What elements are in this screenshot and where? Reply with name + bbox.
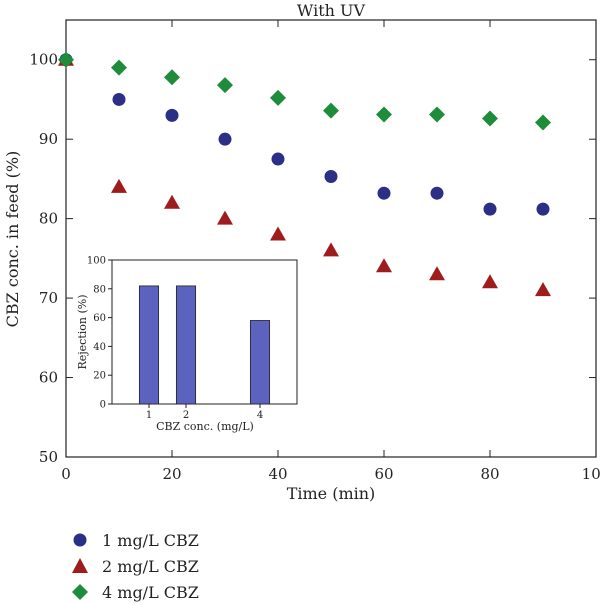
legend-item-4mg: 4 mg/L CBZ	[70, 579, 199, 605]
x-axis-label: Time (min)	[287, 484, 376, 503]
data-point-triangle	[164, 194, 180, 209]
inset-x-tick-label: 2	[183, 410, 189, 421]
y-tick-label: 50	[39, 448, 58, 466]
data-point-circle	[112, 92, 126, 106]
data-point-diamond	[376, 106, 392, 123]
x-tick-label: 80	[480, 465, 499, 483]
data-point-circle	[377, 186, 391, 200]
legend-item-1mg: 1 mg/L CBZ	[70, 527, 199, 553]
inset-y-tick-label: 60	[93, 313, 106, 324]
inset-x-axis-label: CBZ conc. (mg/L)	[156, 420, 254, 433]
data-point-circle	[483, 202, 497, 216]
data-point-diamond	[323, 102, 339, 119]
data-point-diamond	[535, 114, 551, 131]
x-tick-label: 40	[268, 465, 287, 483]
y-tick-label: 80	[39, 210, 58, 228]
data-point-triangle	[217, 210, 233, 225]
main-plot-frame	[65, 19, 597, 458]
chart-canvas: With UV 0204060801005060708090100 Time (…	[3, 1, 600, 503]
data-point-diamond	[429, 106, 445, 123]
inset-y-tick-label: 40	[93, 342, 106, 353]
main-axis-ticks: 0204060801005060708090100	[29, 20, 600, 483]
inset-x-tick-label: 4	[257, 410, 263, 421]
x-tick-label: 0	[61, 465, 71, 483]
inset-y-tick-label: 80	[93, 284, 106, 295]
y-tick-label: 70	[39, 289, 58, 307]
data-point-circle	[218, 132, 232, 146]
y-tick-label: 90	[39, 130, 58, 148]
data-point-triangle	[111, 178, 127, 193]
y-axis-label: CBZ conc. in feed (%)	[3, 151, 22, 328]
data-point-triangle	[323, 242, 339, 257]
chart-title: With UV	[297, 1, 366, 20]
x-tick-label: 100	[582, 465, 600, 483]
legend-label: 2 mg/L CBZ	[102, 556, 199, 576]
data-point-diamond	[217, 77, 233, 94]
data-point-diamond	[270, 89, 286, 106]
data-point-triangle	[429, 266, 445, 281]
inset-bars	[138, 285, 271, 405]
legend-item-2mg: 2 mg/L CBZ	[70, 553, 199, 579]
legend-label: 1 mg/L CBZ	[102, 530, 199, 550]
data-point-circle	[324, 170, 338, 184]
legend-triangle-marker	[72, 558, 88, 573]
data-point-triangle	[270, 226, 286, 241]
legend-diamond-marker	[72, 584, 88, 600]
y-tick-label: 100	[29, 51, 58, 69]
inset-y-tick-label: 0	[100, 400, 106, 411]
data-point-circle	[165, 108, 179, 122]
main-data-points	[58, 51, 551, 297]
inset-y-axis-label: Rejection (%)	[76, 294, 89, 369]
legend-circle-marker	[73, 533, 87, 547]
data-point-circle	[271, 152, 285, 166]
x-tick-label: 20	[162, 465, 181, 483]
data-point-triangle	[376, 258, 392, 273]
y-tick-label: 60	[39, 369, 58, 387]
data-point-triangle	[482, 274, 498, 289]
legend: 1 mg/L CBZ 2 mg/L CBZ 4 mg/L CBZ	[70, 527, 199, 605]
legend-label: 4 mg/L CBZ	[102, 582, 199, 602]
x-tick-label: 60	[374, 465, 393, 483]
inset-y-tick-label: 100	[87, 256, 106, 267]
inset-bar	[138, 285, 160, 405]
data-point-diamond	[164, 69, 180, 86]
inset-bar	[249, 320, 271, 405]
data-point-diamond	[58, 51, 74, 68]
data-point-diamond	[482, 110, 498, 127]
inset-y-tick-label: 20	[93, 371, 106, 382]
data-point-diamond	[111, 59, 127, 76]
inset-x-tick-label: 1	[146, 410, 152, 421]
data-point-triangle	[535, 282, 551, 297]
data-point-circle	[536, 202, 550, 216]
inset-bar	[175, 285, 197, 405]
data-point-circle	[430, 186, 444, 200]
